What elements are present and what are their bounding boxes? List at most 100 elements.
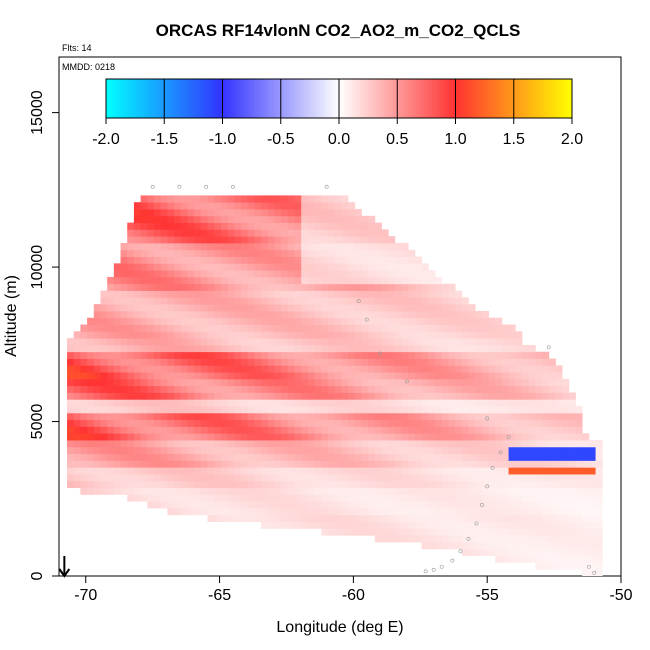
heat-cell xyxy=(314,372,322,380)
heat-cell xyxy=(528,528,536,536)
heat-cell xyxy=(381,229,389,237)
heat-cell xyxy=(448,331,456,339)
heat-cell xyxy=(354,358,362,366)
heat-cell xyxy=(515,385,523,393)
heat-cell xyxy=(334,474,342,482)
heat-cell xyxy=(200,208,208,217)
heat-cell xyxy=(394,514,402,523)
heat-cell xyxy=(294,263,302,271)
heat-cell xyxy=(435,338,443,346)
heat-cell xyxy=(501,453,509,461)
heat-cell xyxy=(461,378,469,387)
heat-cell xyxy=(468,304,476,312)
heat-cell xyxy=(388,419,396,427)
heat-cell xyxy=(461,392,469,400)
heat-cell xyxy=(475,372,483,380)
colorbar-segment xyxy=(320,79,324,118)
heat-cell xyxy=(374,378,382,387)
heat-cell xyxy=(368,283,376,291)
heat-cell xyxy=(488,324,496,332)
heat-cell xyxy=(428,494,436,502)
heat-cell xyxy=(461,474,469,482)
heat-cell xyxy=(341,501,349,509)
heat-cell xyxy=(334,324,342,332)
heat-cell xyxy=(120,304,128,312)
heat-cell xyxy=(254,358,262,366)
heat-cell xyxy=(475,433,483,441)
heat-cell xyxy=(113,270,121,278)
heat-cell xyxy=(200,440,208,448)
heat-cell xyxy=(73,433,81,441)
heat-cell xyxy=(247,208,255,217)
heat-cell xyxy=(154,446,162,455)
heat-cell xyxy=(314,310,322,319)
heat-cell xyxy=(214,467,222,475)
heat-cell xyxy=(408,392,416,400)
heat-cell xyxy=(113,440,121,448)
heat-cell xyxy=(113,331,121,339)
heat-cell xyxy=(314,474,322,482)
heat-cell xyxy=(227,480,235,489)
heat-cell xyxy=(140,229,148,237)
heat-cell xyxy=(368,256,376,264)
heat-cell xyxy=(354,378,362,387)
heat-cell xyxy=(147,195,155,203)
heat-cell xyxy=(528,399,536,407)
heat-cell xyxy=(154,270,162,278)
heat-cell xyxy=(187,242,195,251)
heat-cell xyxy=(314,514,322,523)
heat-cell xyxy=(307,385,315,393)
colorbar-segment xyxy=(418,79,422,118)
heat-cell xyxy=(481,426,489,434)
heat-cell xyxy=(267,256,275,264)
heat-cell xyxy=(348,426,356,434)
heat-cell xyxy=(200,385,208,393)
heat-cell xyxy=(301,419,309,427)
colorbar-segment xyxy=(569,79,573,118)
heat-cell xyxy=(348,344,356,353)
heat-cell xyxy=(542,514,550,523)
heat-cell xyxy=(194,351,202,359)
heat-cell xyxy=(234,256,242,264)
heat-cell xyxy=(548,412,556,421)
heat-cell xyxy=(140,446,148,455)
heat-cell xyxy=(267,514,275,523)
heat-cell xyxy=(368,263,376,271)
heat-cell xyxy=(515,351,523,359)
colorbar-segment xyxy=(555,79,559,118)
heat-cell xyxy=(341,215,349,223)
heat-cell xyxy=(294,467,302,475)
heat-cell xyxy=(521,378,530,387)
heat-cell xyxy=(401,310,409,319)
heat-cell xyxy=(254,310,262,319)
heat-cell xyxy=(254,514,262,523)
heat-cell xyxy=(180,270,188,278)
heat-cell xyxy=(528,351,536,359)
heat-cell xyxy=(93,412,101,421)
heat-cell xyxy=(107,283,115,291)
heat-cell xyxy=(100,446,108,455)
heat-cell xyxy=(361,222,369,230)
heat-cell xyxy=(140,365,148,373)
heat-cell xyxy=(307,324,315,332)
heat-cell xyxy=(542,385,550,393)
heat-cell xyxy=(354,208,362,217)
sample-point xyxy=(485,484,490,489)
heat-cell xyxy=(394,453,402,461)
heat-cell xyxy=(582,548,590,557)
heat-cell xyxy=(120,446,128,455)
heat-cell xyxy=(562,487,570,495)
heat-cell xyxy=(535,548,543,557)
heat-cell xyxy=(314,433,322,441)
heat-cell xyxy=(428,474,436,482)
heat-cell xyxy=(261,487,269,495)
heat-cell xyxy=(154,236,162,244)
heat-cell xyxy=(167,372,175,380)
heat-cell xyxy=(388,521,396,529)
heat-cell xyxy=(582,501,590,509)
heat-cell xyxy=(368,351,376,359)
heat-cell xyxy=(428,419,436,427)
heat-cell xyxy=(274,263,282,271)
heat-cell xyxy=(321,440,329,448)
heat-cell xyxy=(508,480,516,489)
